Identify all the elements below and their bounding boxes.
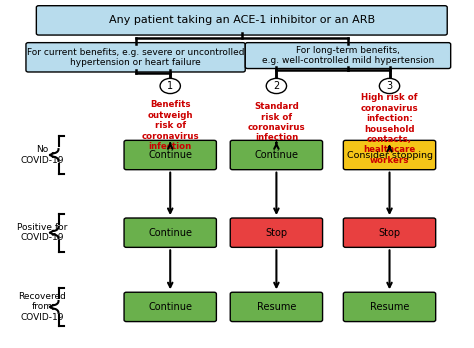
- Text: No
COVID-19: No COVID-19: [20, 145, 64, 165]
- Text: For long-term benefits,
e.g. well-controlled mild hypertension: For long-term benefits, e.g. well-contro…: [262, 46, 434, 65]
- Text: Stop: Stop: [265, 228, 287, 238]
- FancyBboxPatch shape: [230, 292, 323, 322]
- FancyBboxPatch shape: [343, 218, 436, 247]
- Text: 2: 2: [273, 81, 280, 91]
- Circle shape: [266, 78, 287, 94]
- Text: Resume: Resume: [370, 302, 409, 312]
- FancyBboxPatch shape: [124, 218, 217, 247]
- Circle shape: [379, 78, 400, 94]
- FancyBboxPatch shape: [124, 292, 217, 322]
- Text: Continue: Continue: [255, 150, 299, 160]
- Text: Recovered
from
COVID-19: Recovered from COVID-19: [18, 292, 66, 322]
- Text: 1: 1: [167, 81, 173, 91]
- Text: For current benefits, e.g. severe or uncontrolled
hypertension or heart failure: For current benefits, e.g. severe or unc…: [27, 48, 245, 67]
- Text: Continue: Continue: [148, 228, 192, 238]
- Text: Standard
risk of
coronavirus
infection: Standard risk of coronavirus infection: [247, 102, 305, 142]
- FancyBboxPatch shape: [343, 292, 436, 322]
- FancyBboxPatch shape: [245, 43, 451, 69]
- Text: Positive for
COVID-19: Positive for COVID-19: [17, 223, 67, 243]
- Text: Continue: Continue: [148, 302, 192, 312]
- Text: Benefits
outweigh
risk of
coronavirus
infection: Benefits outweigh risk of coronavirus in…: [141, 100, 199, 151]
- FancyBboxPatch shape: [124, 140, 217, 170]
- FancyBboxPatch shape: [343, 140, 436, 170]
- Text: Any patient taking an ACE-1 inhibitor or an ARB: Any patient taking an ACE-1 inhibitor or…: [109, 15, 375, 25]
- Circle shape: [160, 78, 181, 94]
- FancyBboxPatch shape: [36, 6, 447, 35]
- Text: Continue: Continue: [148, 150, 192, 160]
- FancyBboxPatch shape: [26, 43, 245, 72]
- Text: Consider stopping: Consider stopping: [346, 151, 432, 159]
- Text: High risk of
coronavirus
infection:
household
contacts,
healthcare
workers: High risk of coronavirus infection: hous…: [361, 93, 419, 165]
- Text: Resume: Resume: [257, 302, 296, 312]
- FancyBboxPatch shape: [230, 140, 323, 170]
- Text: 3: 3: [386, 81, 392, 91]
- FancyBboxPatch shape: [230, 218, 323, 247]
- Text: Stop: Stop: [378, 228, 401, 238]
